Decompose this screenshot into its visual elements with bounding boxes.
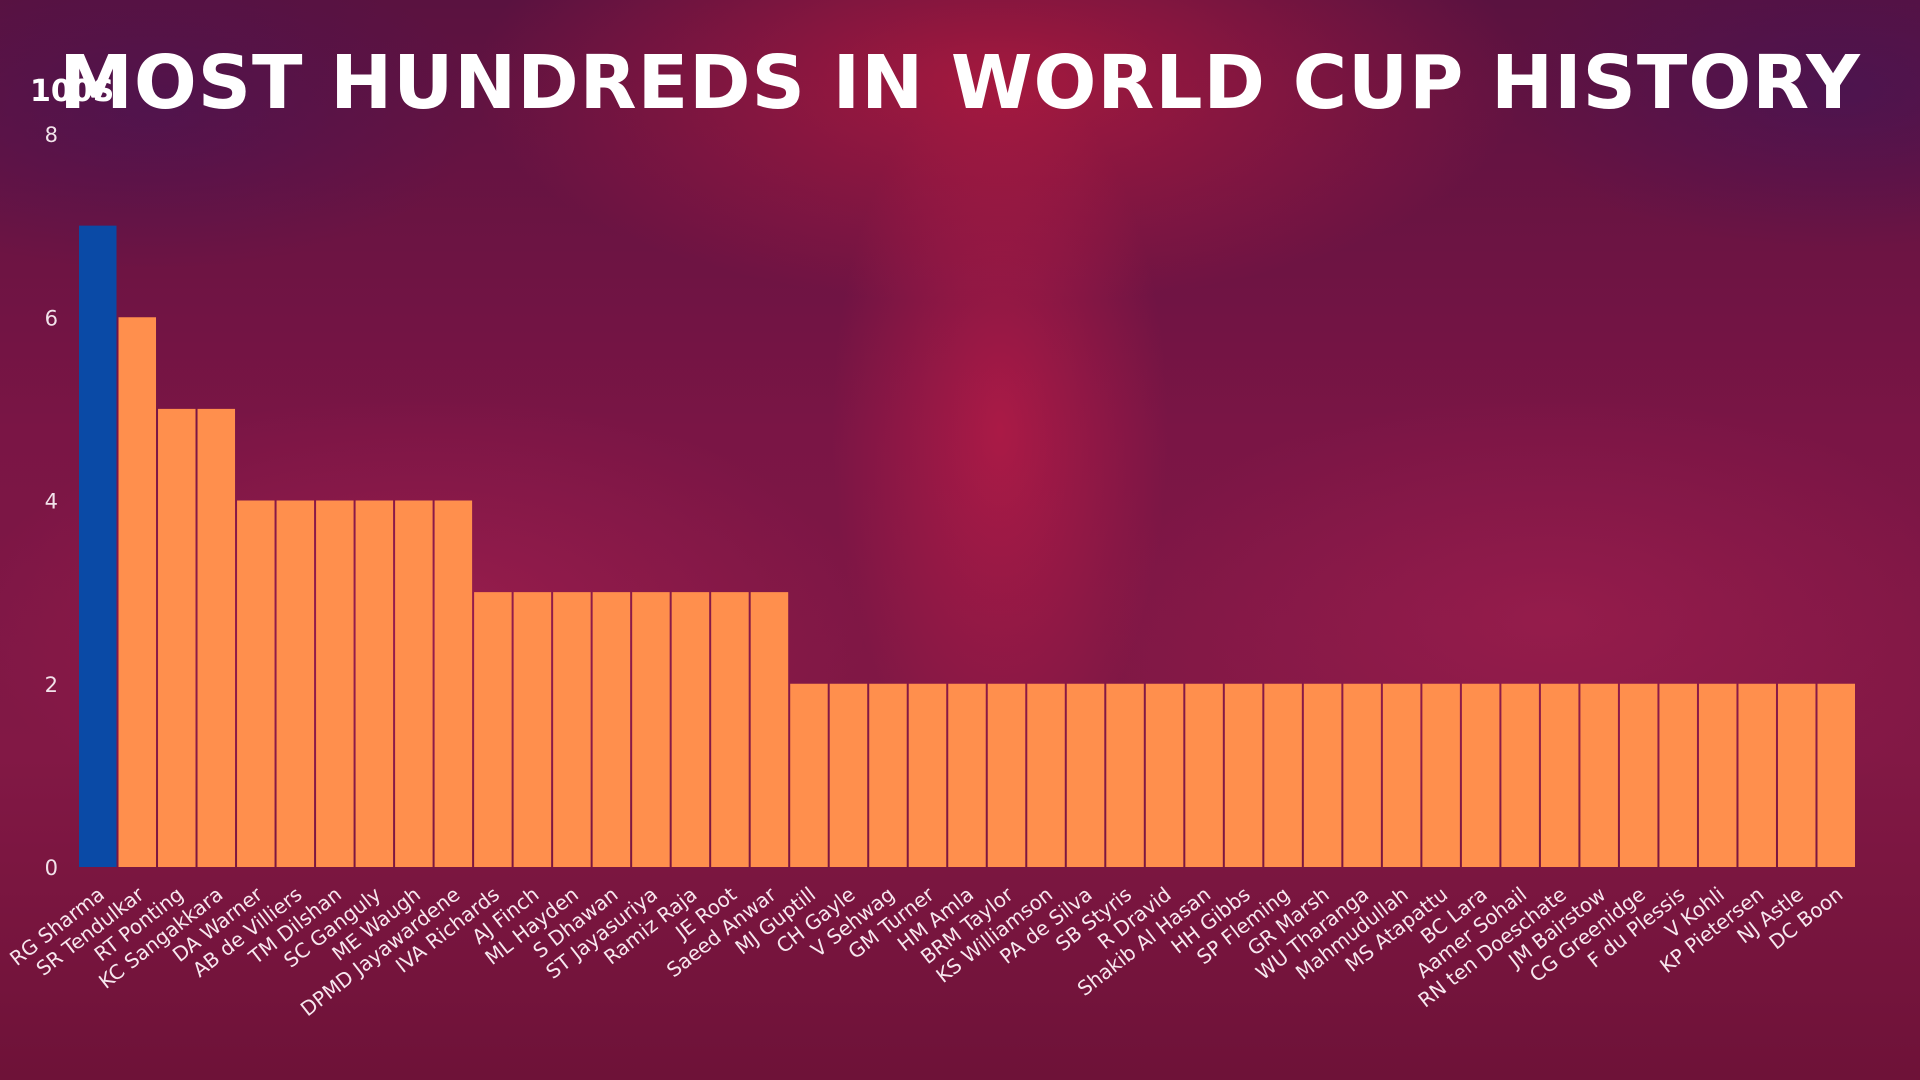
bar — [1777, 683, 1816, 867]
bar — [1145, 683, 1184, 867]
bar — [1659, 683, 1697, 867]
bar — [1264, 683, 1302, 867]
bar — [158, 408, 196, 868]
bars — [79, 225, 1855, 868]
bar — [1185, 683, 1223, 867]
bar — [750, 592, 789, 868]
bar — [197, 408, 236, 868]
bar — [1738, 683, 1776, 867]
bar — [1224, 683, 1263, 867]
bar — [513, 592, 552, 868]
bar — [1461, 683, 1500, 867]
y-tick-label: 8 — [45, 123, 58, 147]
bar — [1382, 683, 1421, 867]
bar — [671, 592, 710, 868]
bar — [1580, 683, 1618, 867]
bar — [1066, 683, 1105, 867]
bar — [276, 500, 315, 867]
bar — [829, 683, 868, 867]
bar — [1501, 683, 1539, 867]
y-tick-label: 2 — [45, 673, 58, 697]
bar — [869, 683, 907, 867]
bar — [237, 500, 275, 867]
bar — [1422, 683, 1460, 867]
bar — [118, 317, 157, 867]
bar — [474, 592, 512, 868]
bar — [79, 225, 117, 868]
y-axis-ticks: 0 2 4 6 8 — [45, 123, 58, 880]
bar — [395, 500, 433, 867]
bar — [632, 592, 670, 868]
y-axis-label: 100s — [30, 74, 115, 109]
chart-title: Most Hundreds in World Cup History — [59, 40, 1861, 126]
bar — [987, 683, 1026, 867]
bar — [592, 592, 631, 868]
bar — [908, 683, 947, 867]
y-tick-label: 0 — [45, 856, 58, 880]
bar — [948, 683, 986, 867]
y-tick-label: 4 — [45, 490, 58, 514]
bar — [1698, 683, 1737, 867]
bar — [1540, 683, 1579, 867]
bar — [355, 500, 394, 867]
bar — [1817, 683, 1855, 867]
bar — [316, 500, 354, 867]
bar — [1027, 683, 1065, 867]
bar — [1303, 683, 1342, 867]
bar — [1106, 683, 1144, 867]
bar — [1619, 683, 1658, 867]
y-tick-label: 6 — [45, 306, 58, 330]
bar — [553, 592, 591, 868]
bar — [1343, 683, 1381, 867]
bar — [790, 683, 828, 867]
bar — [711, 592, 749, 868]
bar — [434, 500, 473, 867]
